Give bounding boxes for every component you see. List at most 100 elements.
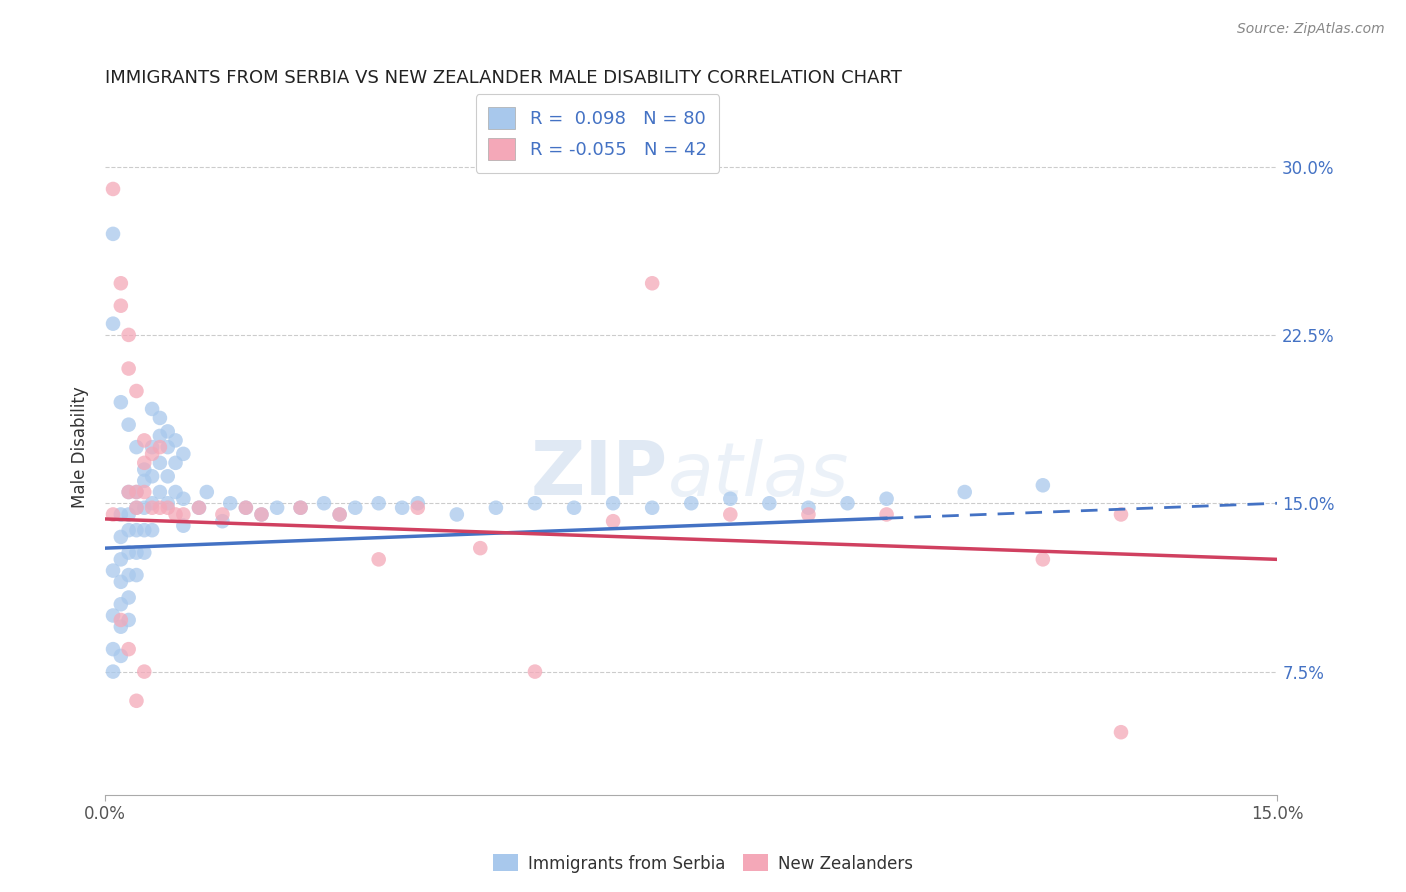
Point	[134, 485, 156, 500]
Point	[125, 523, 148, 537]
Point	[118, 546, 141, 560]
Point	[101, 665, 124, 679]
Point	[1032, 478, 1054, 492]
Point	[110, 395, 132, 409]
Point	[188, 500, 211, 515]
Point	[110, 277, 132, 291]
Point	[485, 500, 508, 515]
Point	[149, 500, 172, 515]
Text: ZIP: ZIP	[530, 439, 668, 511]
Point	[172, 491, 194, 506]
Point	[446, 508, 468, 522]
Point	[134, 500, 156, 515]
Point	[134, 434, 156, 448]
Point	[235, 500, 257, 515]
Point	[344, 500, 367, 515]
Point	[1109, 508, 1132, 522]
Point	[118, 485, 141, 500]
Point	[118, 485, 141, 500]
Point	[134, 462, 156, 476]
Y-axis label: Male Disability: Male Disability	[72, 386, 89, 508]
Point	[172, 518, 194, 533]
Point	[797, 500, 820, 515]
Text: Source: ZipAtlas.com: Source: ZipAtlas.com	[1237, 22, 1385, 37]
Point	[110, 508, 132, 522]
Point	[149, 411, 172, 425]
Point	[391, 500, 413, 515]
Point	[101, 182, 124, 196]
Point	[141, 401, 163, 416]
Point	[125, 440, 148, 454]
Point	[149, 456, 172, 470]
Point	[125, 485, 148, 500]
Point	[837, 496, 859, 510]
Point	[876, 508, 898, 522]
Point	[134, 665, 156, 679]
Point	[118, 642, 141, 657]
Point	[149, 440, 172, 454]
Point	[101, 642, 124, 657]
Point	[110, 648, 132, 663]
Point	[718, 508, 741, 522]
Point	[118, 327, 141, 342]
Point	[118, 568, 141, 582]
Point	[758, 496, 780, 510]
Text: atlas: atlas	[668, 439, 849, 511]
Point	[110, 597, 132, 611]
Legend: Immigrants from Serbia, New Zealanders: Immigrants from Serbia, New Zealanders	[486, 847, 920, 880]
Point	[250, 508, 273, 522]
Point	[156, 469, 179, 483]
Point	[290, 500, 312, 515]
Point	[125, 568, 148, 582]
Point	[156, 496, 179, 510]
Point	[110, 299, 132, 313]
Point	[118, 361, 141, 376]
Point	[141, 447, 163, 461]
Point	[523, 665, 546, 679]
Point	[125, 384, 148, 398]
Point	[367, 552, 389, 566]
Point	[110, 530, 132, 544]
Point	[141, 440, 163, 454]
Point	[134, 456, 156, 470]
Point	[172, 508, 194, 522]
Point	[250, 508, 273, 522]
Point	[118, 417, 141, 432]
Point	[188, 500, 211, 515]
Point	[134, 523, 156, 537]
Point	[718, 491, 741, 506]
Point	[406, 500, 429, 515]
Point	[165, 485, 187, 500]
Point	[681, 496, 703, 510]
Point	[641, 277, 664, 291]
Text: IMMIGRANTS FROM SERBIA VS NEW ZEALANDER MALE DISABILITY CORRELATION CHART: IMMIGRANTS FROM SERBIA VS NEW ZEALANDER …	[105, 69, 903, 87]
Point	[134, 546, 156, 560]
Point	[101, 564, 124, 578]
Point	[211, 508, 233, 522]
Point	[172, 447, 194, 461]
Point	[110, 620, 132, 634]
Point	[602, 514, 624, 528]
Point	[797, 508, 820, 522]
Point	[406, 496, 429, 510]
Point	[165, 508, 187, 522]
Point	[125, 500, 148, 515]
Point	[118, 508, 141, 522]
Point	[195, 485, 218, 500]
Point	[141, 496, 163, 510]
Point	[1109, 725, 1132, 739]
Point	[523, 496, 546, 510]
Point	[329, 508, 352, 522]
Point	[312, 496, 335, 510]
Point	[101, 508, 124, 522]
Point	[141, 500, 163, 515]
Point	[110, 574, 132, 589]
Point	[211, 514, 233, 528]
Point	[141, 523, 163, 537]
Point	[110, 552, 132, 566]
Point	[602, 496, 624, 510]
Point	[101, 317, 124, 331]
Point	[125, 500, 148, 515]
Point	[165, 456, 187, 470]
Point	[290, 500, 312, 515]
